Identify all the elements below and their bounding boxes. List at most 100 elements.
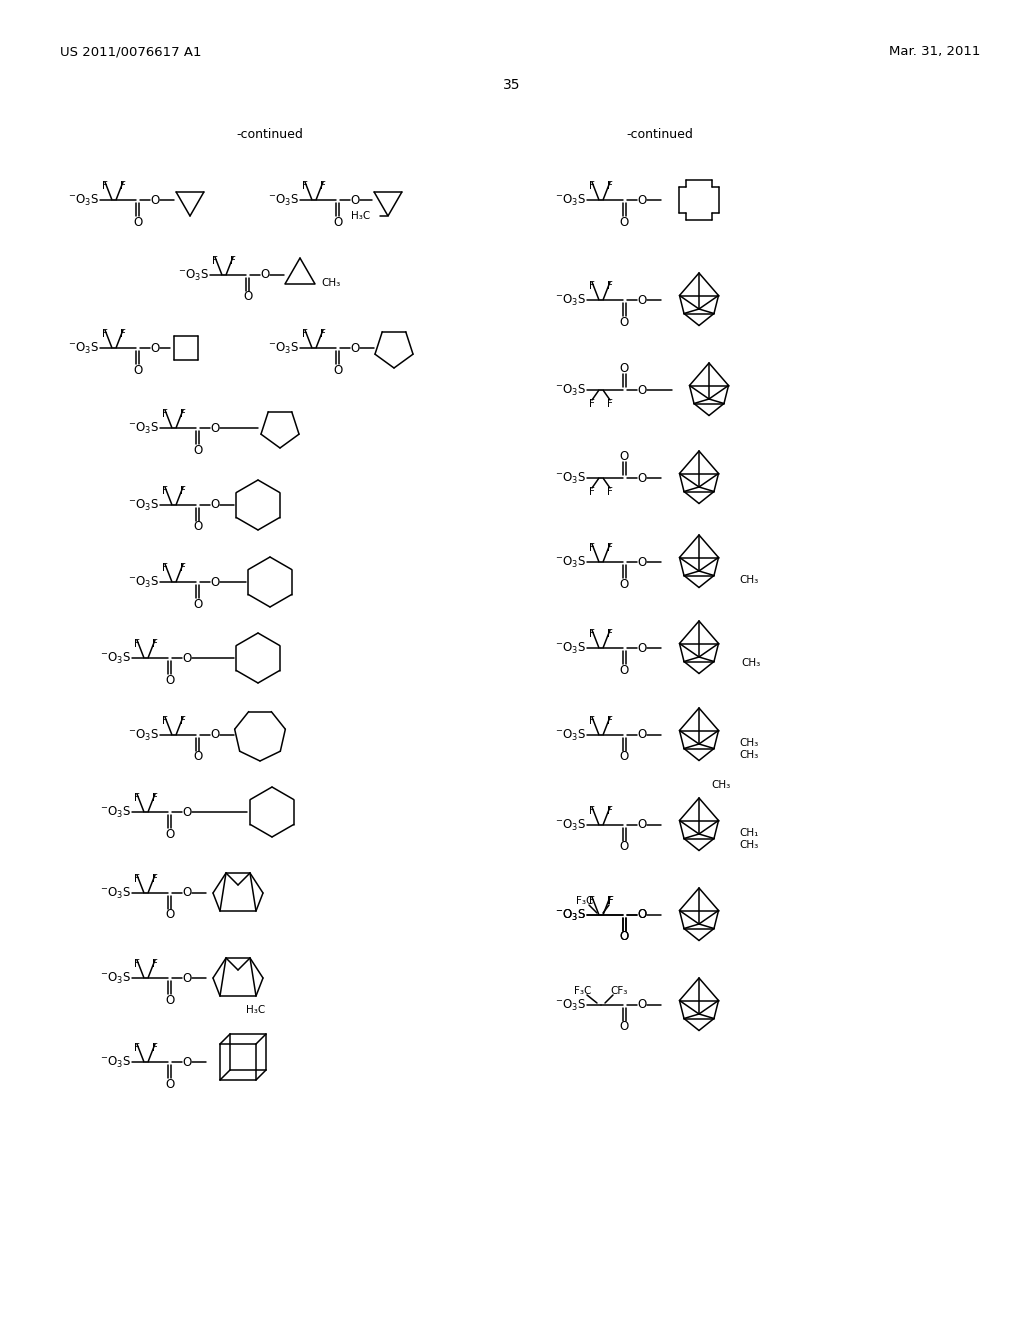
Text: O: O	[210, 576, 219, 589]
Text: F: F	[230, 256, 236, 267]
Text: O: O	[620, 931, 629, 944]
Text: F: F	[302, 181, 308, 191]
Text: O: O	[210, 499, 219, 511]
Text: F: F	[607, 543, 613, 553]
Text: US 2011/0076617 A1: US 2011/0076617 A1	[60, 45, 202, 58]
Text: O: O	[165, 908, 174, 921]
Text: O: O	[350, 194, 359, 206]
Text: O: O	[620, 664, 629, 676]
Text: $\mathregular{{}^{-}O_3S}$: $\mathregular{{}^{-}O_3S}$	[68, 341, 99, 355]
Text: O: O	[193, 751, 202, 763]
Text: F: F	[134, 639, 140, 649]
Text: $\mathregular{{}^{-}O_3S}$: $\mathregular{{}^{-}O_3S}$	[555, 727, 586, 743]
Text: O: O	[637, 293, 646, 306]
Text: O: O	[165, 994, 174, 1006]
Text: F: F	[152, 639, 158, 649]
Text: F: F	[120, 181, 126, 191]
Text: $\mathregular{{}^{-}O_3S}$: $\mathregular{{}^{-}O_3S}$	[555, 998, 586, 1012]
Text: $\mathregular{{}^{-}O_3S}$: $\mathregular{{}^{-}O_3S}$	[555, 470, 586, 486]
Text: F: F	[607, 181, 613, 191]
Text: $\mathregular{{}^{-}O_3S}$: $\mathregular{{}^{-}O_3S}$	[68, 193, 99, 207]
Text: O: O	[182, 1056, 191, 1068]
Text: F: F	[134, 960, 140, 969]
Text: F: F	[162, 564, 168, 573]
Text: O: O	[637, 194, 646, 206]
Text: O: O	[637, 818, 646, 832]
Text: $\mathregular{{}^{-}O_3S}$: $\mathregular{{}^{-}O_3S}$	[555, 907, 586, 923]
Text: O: O	[637, 908, 646, 921]
Text: O: O	[133, 215, 142, 228]
Text: Mar. 31, 2011: Mar. 31, 2011	[889, 45, 980, 58]
Text: 35: 35	[503, 78, 521, 92]
Text: O: O	[620, 450, 629, 462]
Text: CH₃: CH₃	[321, 279, 340, 288]
Text: $\mathregular{{}^{-}O_3S}$: $\mathregular{{}^{-}O_3S}$	[100, 970, 131, 986]
Text: F: F	[152, 793, 158, 803]
Text: -continued: -continued	[237, 128, 303, 141]
Text: CH₃: CH₃	[741, 657, 760, 668]
Text: F: F	[589, 630, 595, 639]
Text: O: O	[637, 998, 646, 1011]
Text: F₃C: F₃C	[574, 986, 592, 997]
Text: F: F	[607, 807, 613, 816]
Text: F: F	[608, 896, 614, 906]
Text: F: F	[321, 181, 326, 191]
Text: CF₃: CF₃	[610, 986, 628, 997]
Text: F: F	[162, 715, 168, 726]
Text: O: O	[637, 556, 646, 569]
Text: F: F	[321, 329, 326, 339]
Text: $\mathregular{{}^{-}O_3S}$: $\mathregular{{}^{-}O_3S}$	[128, 574, 159, 590]
Text: $\mathregular{{}^{-}O_3S}$: $\mathregular{{}^{-}O_3S}$	[555, 383, 586, 397]
Text: O: O	[182, 805, 191, 818]
Text: F: F	[102, 181, 108, 191]
Text: O: O	[620, 362, 629, 375]
Text: F: F	[589, 543, 595, 553]
Text: O: O	[210, 421, 219, 434]
Text: CH₃: CH₃	[739, 750, 758, 760]
Text: F: F	[162, 486, 168, 496]
Text: F: F	[607, 281, 613, 290]
Text: $\mathregular{{}^{-}O_3S}$: $\mathregular{{}^{-}O_3S}$	[100, 804, 131, 820]
Text: O: O	[620, 1020, 629, 1034]
Text: $\mathregular{{}^{-}O_3S}$: $\mathregular{{}^{-}O_3S}$	[555, 907, 586, 923]
Text: O: O	[182, 887, 191, 899]
Text: O: O	[210, 729, 219, 742]
Text: F: F	[302, 329, 308, 339]
Text: F: F	[152, 960, 158, 969]
Text: F: F	[607, 399, 613, 409]
Text: O: O	[333, 363, 342, 376]
Text: O: O	[620, 215, 629, 228]
Text: $\mathregular{{}^{-}O_3S}$: $\mathregular{{}^{-}O_3S}$	[268, 193, 299, 207]
Text: H₃C: H₃C	[351, 211, 370, 220]
Text: $\mathregular{{}^{-}O_3S}$: $\mathregular{{}^{-}O_3S}$	[555, 193, 586, 207]
Text: F: F	[162, 409, 168, 418]
Text: O: O	[182, 972, 191, 985]
Text: O: O	[151, 342, 160, 355]
Text: $\mathregular{{}^{-}O_3S}$: $\mathregular{{}^{-}O_3S}$	[128, 421, 159, 436]
Text: F: F	[180, 409, 186, 418]
Text: F: F	[589, 281, 595, 290]
Text: F: F	[180, 564, 186, 573]
Text: O: O	[620, 931, 629, 944]
Text: $\mathregular{{}^{-}O_3S}$: $\mathregular{{}^{-}O_3S}$	[178, 268, 209, 282]
Text: O: O	[620, 578, 629, 590]
Text: O: O	[620, 751, 629, 763]
Text: F₃C: F₃C	[577, 896, 594, 906]
Text: O: O	[637, 729, 646, 742]
Text: O: O	[333, 215, 342, 228]
Text: F: F	[607, 630, 613, 639]
Text: $\mathregular{{}^{-}O_3S}$: $\mathregular{{}^{-}O_3S}$	[128, 498, 159, 512]
Text: $\mathregular{{}^{-}O_3S}$: $\mathregular{{}^{-}O_3S}$	[555, 817, 586, 833]
Text: O: O	[193, 444, 202, 457]
Text: O: O	[182, 652, 191, 664]
Text: O: O	[350, 342, 359, 355]
Text: CH₃: CH₃	[739, 840, 758, 850]
Text: F: F	[607, 715, 613, 726]
Text: F: F	[589, 487, 595, 498]
Text: F: F	[589, 807, 595, 816]
Text: F: F	[589, 896, 595, 906]
Text: F: F	[180, 486, 186, 496]
Text: $\mathregular{{}^{-}O_3S}$: $\mathregular{{}^{-}O_3S}$	[128, 727, 159, 743]
Text: O: O	[637, 908, 646, 921]
Text: F: F	[589, 181, 595, 191]
